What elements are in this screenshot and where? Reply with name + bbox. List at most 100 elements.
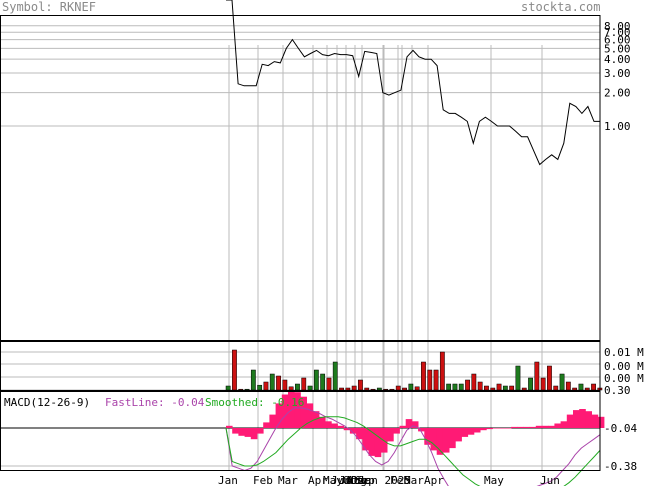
- macd-histogram-bar: [573, 410, 580, 428]
- volume-bar: [408, 383, 414, 391]
- volume-tick-label: 0.00 M: [604, 360, 644, 373]
- volume-bar: [376, 387, 382, 391]
- price-tick-label: 6.00: [604, 34, 631, 47]
- macd-histogram-bar: [387, 428, 394, 442]
- macd-histogram-bar: [275, 403, 283, 428]
- macd-histogram-bar: [597, 416, 605, 428]
- macd-histogram-bar: [467, 428, 475, 435]
- macd-histogram-bar: [523, 426, 530, 428]
- macd-histogram-bar: [281, 394, 289, 428]
- volume-bar: [257, 384, 263, 391]
- price-tick-label: 1.00: [604, 120, 631, 133]
- volume-bar: [572, 387, 578, 391]
- panel-frame: [0, 391, 601, 471]
- month-label: Feb: [253, 474, 273, 486]
- volume-panel: [225, 349, 603, 391]
- volume-bar: [351, 385, 357, 391]
- price-tick-label: 8.00: [604, 20, 631, 33]
- macd-histogram-bar: [461, 428, 469, 437]
- month-label: Jun: [540, 474, 560, 486]
- volume-tick-label: 0.01 M: [604, 346, 644, 359]
- volume-bar: [414, 386, 420, 391]
- month-label: Mar: [404, 474, 424, 486]
- volume-bar: [250, 369, 256, 391]
- macd-histogram-bar: [480, 428, 487, 431]
- macd-histogram-bar: [585, 411, 592, 428]
- macd-histogram-bar: [554, 423, 561, 428]
- macd-histogram-bar: [498, 428, 506, 429]
- macd-histogram-bar: [393, 428, 400, 434]
- volume-bar: [313, 369, 319, 391]
- macd-histogram-bar: [517, 426, 524, 428]
- month-label: Feb: [390, 474, 410, 486]
- macd-histogram-bar: [455, 428, 462, 442]
- volume-bar: [263, 381, 269, 391]
- macd-histogram-bar: [331, 423, 338, 428]
- macd-histogram-bar: [294, 392, 301, 428]
- price-panel: [226, 0, 600, 166]
- volume-bar: [496, 383, 502, 391]
- volume-bar: [402, 387, 407, 391]
- macd-histogram-bar: [430, 428, 438, 451]
- panel-frame: [0, 15, 601, 341]
- volume-bar: [395, 385, 401, 391]
- macd-histogram-bar: [535, 425, 543, 428]
- volume-bar: [276, 375, 281, 391]
- price-line: [226, 0, 600, 166]
- volume-bar: [490, 387, 496, 391]
- volume-bar: [269, 373, 275, 391]
- macd-histogram-bar: [449, 428, 456, 449]
- volume-bar: [584, 387, 590, 391]
- macd-histogram-bar: [591, 414, 599, 428]
- macd-histogram-bar: [473, 428, 481, 433]
- volume-bar: [339, 387, 344, 391]
- macd-histogram-bar: [436, 428, 444, 455]
- volume-bar: [225, 385, 231, 391]
- macd-histogram-bar: [560, 421, 568, 428]
- macd-histogram-bar: [226, 425, 233, 428]
- macd-tick-label: -0.38: [604, 460, 637, 473]
- macd-histogram-bar: [579, 409, 586, 428]
- macd-histogram-bar: [250, 428, 258, 440]
- macd-histogram-bar: [337, 425, 345, 428]
- volume-bar: [320, 373, 326, 391]
- month-label: Dec: [351, 474, 371, 486]
- volume-bar: [383, 388, 389, 391]
- volume-bar: [565, 381, 571, 391]
- macd-histogram-bar: [511, 426, 518, 428]
- macd-histogram-bar: [566, 414, 574, 428]
- month-label: Jun: [331, 474, 351, 486]
- month-label: Sep: [355, 474, 375, 486]
- volume-bar: [364, 387, 370, 391]
- macd-label: MACD(12-26-9): [4, 396, 91, 409]
- volume-bar: [244, 388, 250, 391]
- volume-bar: [421, 361, 426, 391]
- volume-bar: [301, 377, 307, 391]
- macd-tick-label: 0.30: [604, 384, 631, 397]
- macd-histogram-bar: [325, 421, 332, 428]
- volume-bar: [358, 379, 363, 391]
- month-label: Jan 2025: [358, 474, 411, 486]
- volume-bar: [515, 365, 521, 391]
- volume-bar: [345, 387, 351, 391]
- volume-bar: [528, 377, 533, 391]
- macd-histogram-bar: [288, 391, 295, 428]
- volume-bar: [578, 383, 584, 391]
- volume-bar: [326, 377, 332, 391]
- month-label: Apr: [424, 474, 444, 486]
- macd-histogram-bar: [542, 425, 549, 428]
- volume-bar: [446, 383, 452, 391]
- volume-bar: [559, 373, 565, 391]
- macd-histogram-bar: [257, 428, 264, 434]
- panel-frames: [0, 15, 601, 471]
- volume-bar: [509, 385, 515, 391]
- macd-histogram-bar: [411, 421, 419, 428]
- month-label: Nov: [347, 474, 367, 486]
- macd-histogram-bar: [442, 428, 450, 453]
- volume-bar: [295, 383, 300, 391]
- volume-bar: [307, 385, 313, 391]
- macd-tick-label: -0.04: [604, 422, 637, 435]
- volume-bar: [288, 386, 294, 391]
- volume-bar: [547, 365, 552, 391]
